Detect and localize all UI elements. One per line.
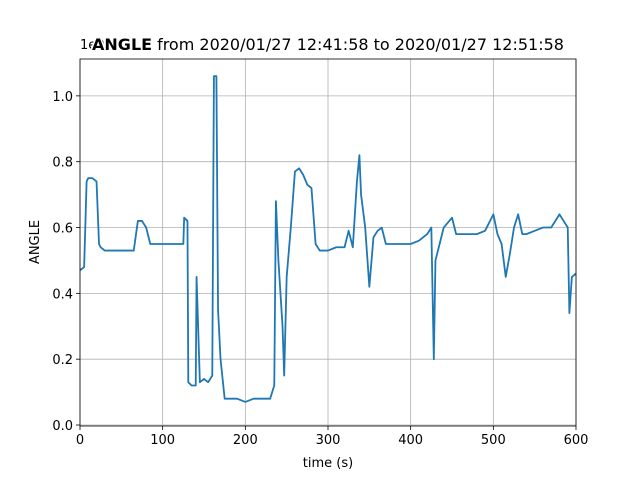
data-line [79, 75, 577, 403]
x-tick-label: 400 [398, 433, 423, 448]
plot-frame [79, 58, 577, 427]
title-rest: from 2020/01/27 12:41:58 to 2020/01/27 1… [157, 35, 564, 54]
x-tick-label: 300 [316, 433, 341, 448]
y-axis-label: ANGLE [28, 220, 43, 264]
x-tick-label: 100 [150, 433, 175, 448]
x-tick-label: 600 [564, 433, 589, 448]
x-axis-label: time (s) [303, 456, 353, 471]
chart-title: ANGLE from 2020/01/27 12:41:58 to 2020/01… [92, 35, 564, 54]
offset-label: 1e9 [80, 38, 105, 53]
y-tick-label: 0.2 [52, 353, 73, 368]
y-tick-label: 0.4 [52, 287, 73, 302]
x-tick-label: 200 [233, 433, 258, 448]
x-tick-label: 500 [481, 433, 506, 448]
x-tick-label: 0 [76, 433, 84, 448]
y-tick-label: 0.6 [52, 222, 73, 237]
title-bold: ANGLE [92, 35, 152, 54]
y-tick-label: 0.8 [52, 156, 73, 171]
y-tick-label: 0.0 [52, 419, 73, 434]
y-tick-label: 1.0 [52, 90, 73, 105]
